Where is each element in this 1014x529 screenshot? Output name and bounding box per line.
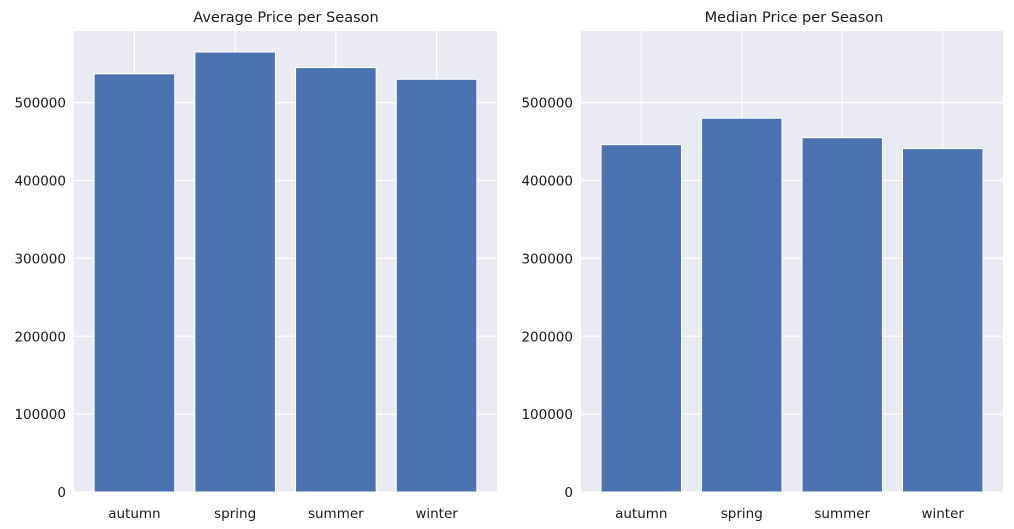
bar-spring	[194, 51, 276, 493]
median-price-chart: Median Price per Season 0 100000 200000 300…	[521, 10, 1003, 522]
x-tick-label: spring	[721, 506, 763, 522]
bar-autumn	[93, 73, 176, 493]
bar-autumn	[600, 144, 682, 493]
y-tick-label: 500000	[521, 96, 573, 112]
x-tick-label: summer	[308, 506, 364, 522]
y-tick-label: 200000	[521, 329, 573, 345]
x-tick-label: winter	[921, 506, 964, 522]
y-tick-label: 300000	[14, 251, 66, 267]
chart-title: Median Price per Season	[705, 10, 884, 26]
y-tick-label: 0	[564, 485, 573, 501]
y-tick-label: 100000	[521, 407, 573, 423]
bar-summer	[295, 67, 377, 493]
chart-title: Average Price per Season	[193, 10, 378, 26]
x-tick-label: autumn	[615, 506, 667, 522]
x-tick-label: spring	[214, 506, 256, 522]
bar-winter	[902, 148, 984, 493]
y-tick-label: 100000	[14, 407, 66, 423]
y-tick-label: 300000	[521, 251, 573, 267]
x-tick-label: summer	[814, 506, 870, 522]
y-tick-label: 400000	[14, 174, 66, 190]
average-price-chart: Average Price per Season 0 100000 200000 30…	[14, 10, 497, 522]
y-tick-label: 0	[57, 485, 66, 501]
bar-summer	[801, 137, 883, 493]
y-tick-label: 200000	[14, 329, 66, 345]
x-tick-label: winter	[415, 506, 458, 522]
y-tick-label: 500000	[14, 96, 66, 112]
y-tick-label: 400000	[521, 174, 573, 190]
bar-winter	[395, 78, 478, 493]
bar-spring	[701, 117, 783, 493]
x-tick-label: autumn	[108, 506, 160, 522]
